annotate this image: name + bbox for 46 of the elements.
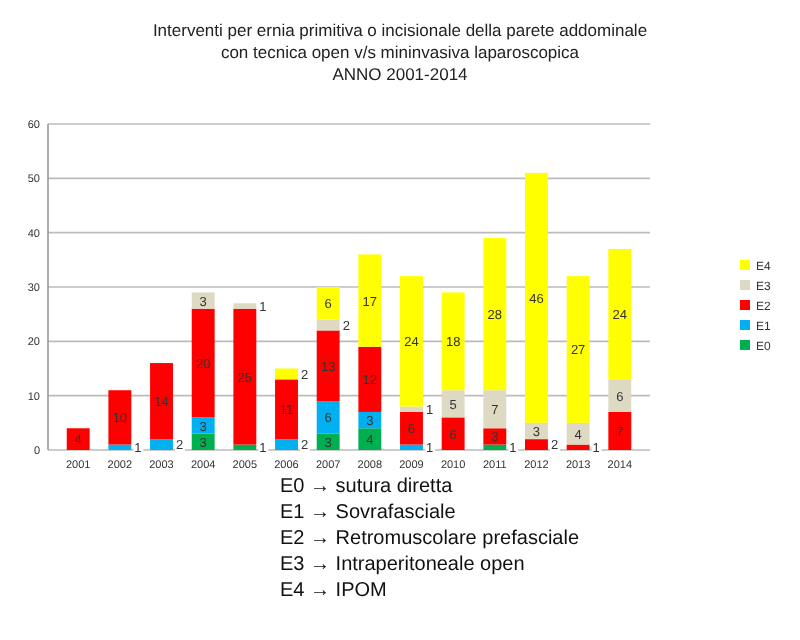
text: E4 → IPOM [280, 580, 387, 602]
bar [483, 444, 507, 450]
bar [400, 444, 423, 450]
bar [191, 308, 215, 418]
bar [608, 411, 632, 450]
bar [441, 292, 465, 391]
bar [566, 444, 590, 450]
bar [275, 439, 298, 450]
bar [400, 406, 423, 412]
bar [566, 276, 590, 423]
text: E3 → Intraperitoneale open [280, 554, 525, 576]
text: E1 → Sovrafasciale [280, 502, 457, 524]
bar [233, 308, 257, 445]
bar [441, 390, 465, 418]
bar [275, 368, 298, 380]
bar [483, 238, 507, 391]
bar [483, 390, 507, 429]
bar [150, 439, 173, 450]
bar [316, 287, 340, 320]
bar [66, 428, 90, 450]
bar [191, 417, 215, 434]
bar [108, 444, 132, 450]
bar [233, 444, 257, 450]
bar [358, 254, 382, 347]
bar [400, 276, 423, 407]
bar [191, 292, 215, 309]
text: E2 → Retromuscolare prefasciale [280, 528, 580, 550]
bar [525, 439, 548, 450]
bar [525, 172, 548, 423]
bar [275, 379, 298, 440]
bar [316, 319, 340, 331]
bar [316, 330, 340, 402]
bar [400, 411, 423, 445]
bar [316, 401, 340, 434]
bar [150, 363, 173, 440]
bar [566, 422, 590, 445]
chart-title: Interventi per ernia primitiva o incisionale della parete addominale con tecnica open v/s mininvasiva laparoscopica ANNO 2001-2014 [152, 20, 648, 84]
bar [483, 428, 507, 445]
text: E0 → sutura diretta [280, 476, 454, 498]
bar [108, 390, 132, 445]
bar [441, 417, 465, 450]
bar [608, 248, 632, 380]
bar [358, 346, 382, 412]
bar [233, 303, 257, 309]
bar [358, 428, 382, 450]
bar [608, 379, 632, 412]
